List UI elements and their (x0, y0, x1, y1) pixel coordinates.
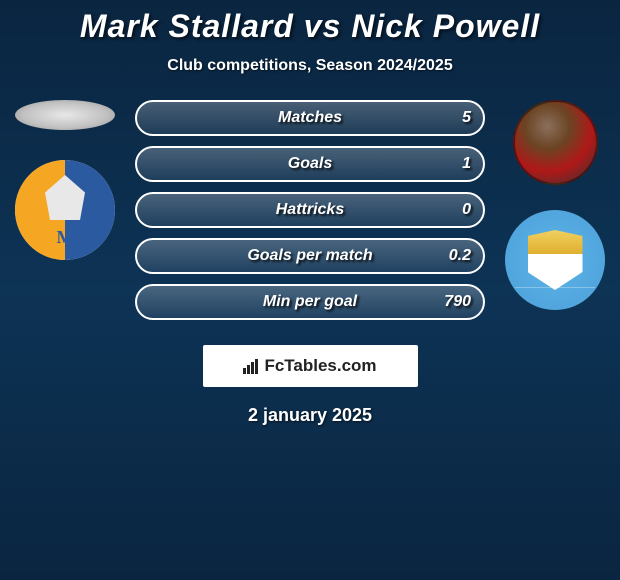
stat-value-right: 0.2 (449, 247, 471, 265)
bar-chart-icon (243, 359, 258, 374)
stat-row-hattricks: Hattricks 0 (135, 192, 485, 228)
stats-column: Matches 5 Goals 1 Hattricks 0 Goals per … (135, 100, 485, 330)
comparison-content: M Matches 5 Goals 1 Hattricks 0 Goals pe… (0, 100, 620, 330)
player-2-club-badge (505, 210, 605, 310)
stat-label: Matches (278, 109, 342, 127)
stat-label: Min per goal (263, 293, 357, 311)
player-1-avatar (15, 100, 115, 130)
stat-label: Goals (288, 155, 332, 173)
stat-value-right: 790 (444, 293, 471, 311)
player-2-column (500, 100, 610, 310)
logo-label: FcTables.com (264, 356, 376, 376)
source-logo: FcTables.com (203, 345, 418, 387)
stat-row-goals: Goals 1 (135, 146, 485, 182)
comparison-card: Mark Stallard vs Nick Powell Club compet… (0, 0, 620, 580)
player-1-column: M (10, 100, 120, 260)
stat-value-right: 0 (462, 201, 471, 219)
subtitle: Club competitions, Season 2024/2025 (0, 57, 620, 75)
logo-text: FcTables.com (243, 356, 376, 376)
page-title: Mark Stallard vs Nick Powell (0, 8, 620, 45)
club-1-letter: M (57, 227, 74, 248)
player-2-photo (513, 100, 598, 185)
club-2-crest-icon (528, 230, 583, 290)
date-label: 2 january 2025 (0, 405, 620, 426)
stat-value-right: 5 (462, 109, 471, 127)
stat-row-matches: Matches 5 (135, 100, 485, 136)
stat-row-goals-per-match: Goals per match 0.2 (135, 238, 485, 274)
player-1-club-badge: M (15, 160, 115, 260)
stat-label: Hattricks (276, 201, 344, 219)
stat-value-right: 1 (462, 155, 471, 173)
stat-label: Goals per match (247, 247, 372, 265)
stat-row-min-per-goal: Min per goal 790 (135, 284, 485, 320)
club-1-shield-icon (40, 175, 90, 225)
